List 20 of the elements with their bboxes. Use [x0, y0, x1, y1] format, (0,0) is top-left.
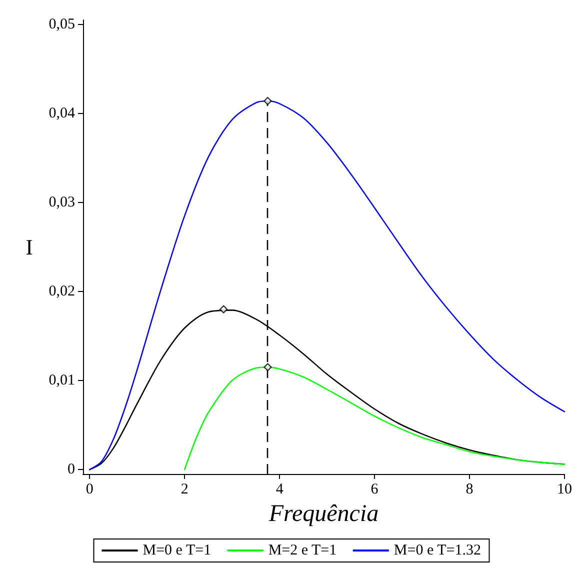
point [219, 305, 228, 314]
x-tick-label: 8 [466, 482, 474, 498]
y-tick-label: 0,05 [48, 16, 75, 32]
x-axis-title: Frequência [268, 500, 379, 527]
x-tick-label: 10 [557, 482, 572, 498]
y-tick-label: 0,03 [48, 194, 75, 210]
x-tick-label: 6 [370, 482, 379, 498]
x-tick-label: 2 [180, 482, 188, 498]
point [264, 96, 272, 106]
y-tick-label: 0,01 [48, 372, 75, 389]
y-tick-label: 0,02 [48, 284, 75, 300]
x-tick-label: 4 [276, 482, 284, 498]
legend-label: M=0 e T=1 [142, 542, 212, 558]
legend-label: M=2 e T=1 [268, 542, 337, 558]
x-tick-label: 0 [86, 482, 94, 498]
point [264, 363, 272, 372]
y-tick-label: 0 [68, 462, 75, 478]
y-tick-label: 0,04 [48, 105, 76, 122]
y-axis-title: I [26, 234, 33, 260]
legend-label: M=0 e T=1.32 [394, 542, 481, 558]
